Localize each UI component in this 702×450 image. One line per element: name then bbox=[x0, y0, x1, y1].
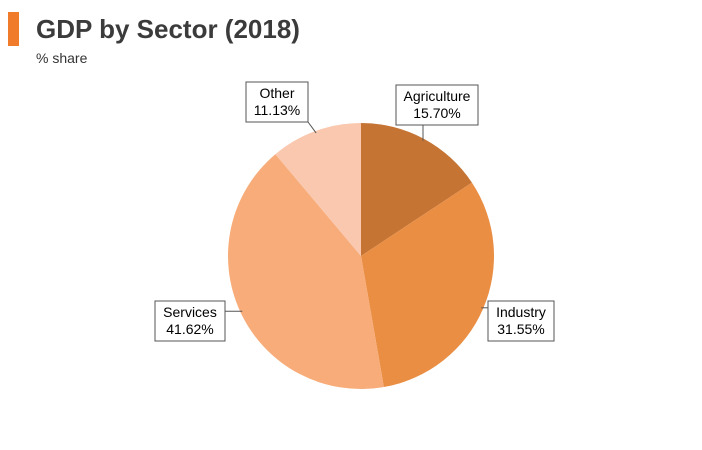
chart-subtitle: % share bbox=[36, 50, 88, 66]
slice-label: Other bbox=[259, 85, 294, 101]
slice-value-label: 11.13% bbox=[254, 102, 300, 118]
callout-leader-line bbox=[307, 121, 317, 134]
pie-slice-services[interactable] bbox=[228, 154, 384, 390]
callout-box bbox=[487, 300, 555, 342]
pie-slice-industry[interactable] bbox=[361, 182, 494, 388]
pie-slices bbox=[228, 123, 494, 390]
slice-label: Services bbox=[163, 304, 217, 320]
title-accent-bar bbox=[8, 12, 19, 46]
slice-value-label: 15.70% bbox=[413, 105, 460, 121]
chart-title: GDP by Sector (2018) bbox=[36, 14, 300, 44]
pie-slice-other[interactable] bbox=[275, 123, 361, 256]
pie-slice-agriculture[interactable] bbox=[361, 123, 472, 256]
callout-box bbox=[154, 300, 226, 342]
slice-label: Agriculture bbox=[404, 88, 471, 104]
slice-label: Industry bbox=[496, 304, 546, 320]
callout-box bbox=[245, 81, 309, 123]
slice-value-label: 31.55% bbox=[497, 321, 544, 337]
slice-value-label: 41.62% bbox=[166, 321, 213, 337]
callout-box bbox=[395, 84, 479, 126]
